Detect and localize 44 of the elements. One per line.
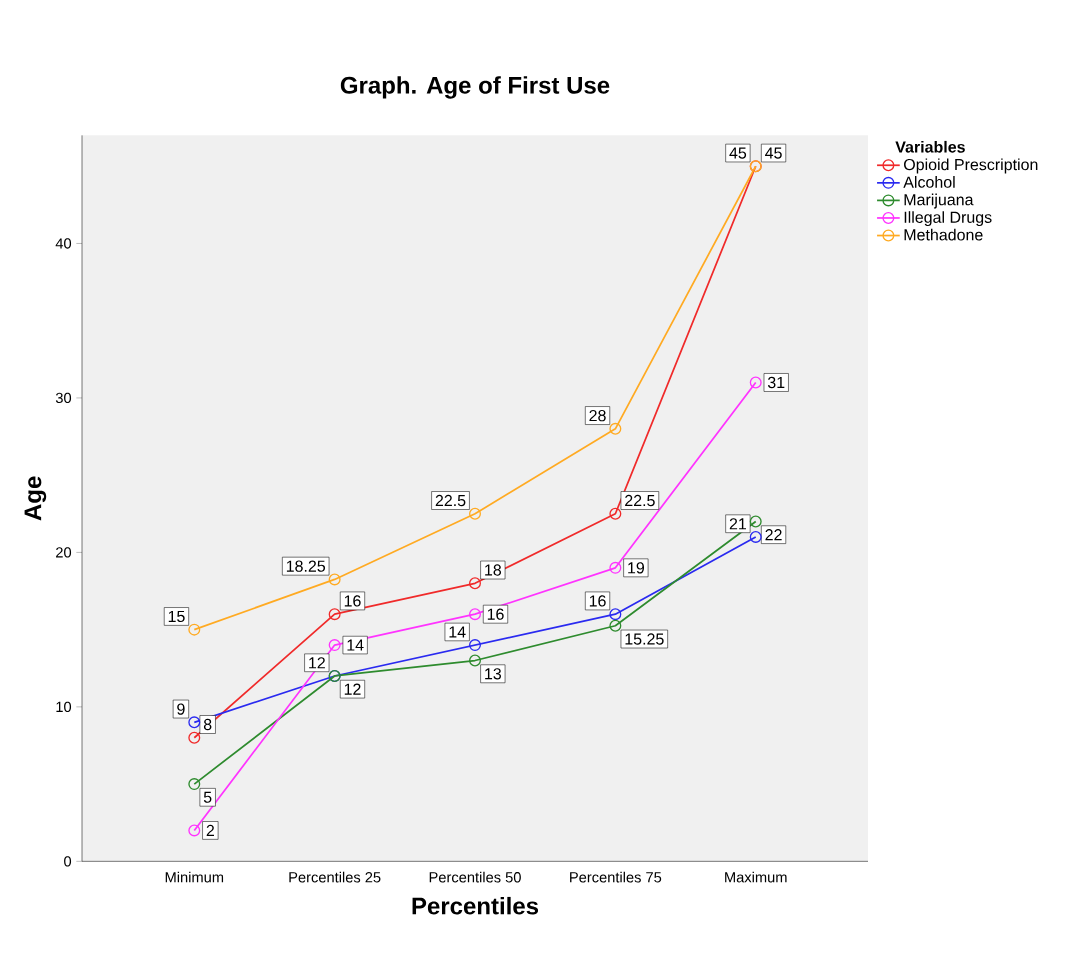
data-label: 18.25 [286, 560, 326, 572]
y-tick-label: 0 [64, 856, 72, 867]
y-tick-label: 40 [55, 238, 72, 249]
data-label: 22 [765, 529, 782, 541]
legend-label: Alcohol [903, 176, 955, 188]
data-label: 14 [449, 626, 466, 638]
legend-title: Variables [895, 140, 965, 153]
x-tick-label: Minimum [165, 871, 224, 883]
data-label: 13 [485, 668, 502, 680]
data-label: 45 [765, 147, 782, 159]
data-label: 21 [729, 518, 747, 530]
data-label: 15.25 [625, 633, 664, 645]
legend-label: Opioid Prescription [904, 158, 1038, 174]
data-label: 45 [729, 147, 747, 159]
data-label: 12 [344, 683, 361, 695]
data-label: 18 [485, 564, 502, 576]
data-label: 5 [203, 791, 212, 803]
legend-label: Illegal Drugs [904, 211, 992, 227]
legend-label: Marijuana [904, 193, 974, 209]
x-axis-title: Percentiles [412, 896, 539, 915]
data-label: 9 [177, 703, 185, 715]
data-label: 22.5 [435, 494, 466, 507]
data-label: 12 [309, 657, 325, 669]
x-tick-label: Percentiles 25 [289, 871, 381, 883]
y-tick-label: 30 [55, 392, 72, 404]
data-label: 16 [487, 608, 504, 620]
y-tick-label: 20 [56, 547, 72, 558]
data-label: 16 [344, 595, 361, 607]
data-label: 16 [589, 595, 606, 607]
x-tick-label: Percentiles 75 [570, 871, 662, 883]
data-label: 15 [168, 610, 185, 623]
data-label: 31 [767, 376, 785, 389]
data-label: 2 [206, 824, 214, 837]
data-label: 19 [628, 562, 644, 574]
chart-title: Graph. Age of First Use [340, 76, 610, 99]
data-label: 22.5 [625, 494, 655, 507]
data-label: 8 [203, 718, 212, 731]
y-axis-title: Age [24, 476, 47, 521]
x-tick-label: Maximum [725, 871, 787, 883]
data-label: 14 [347, 639, 364, 651]
y-tick-label: 10 [56, 701, 72, 713]
legend-label: Methadone [904, 228, 983, 241]
data-label: 28 [589, 409, 606, 422]
x-tick-label: Percentiles 50 [429, 871, 521, 883]
